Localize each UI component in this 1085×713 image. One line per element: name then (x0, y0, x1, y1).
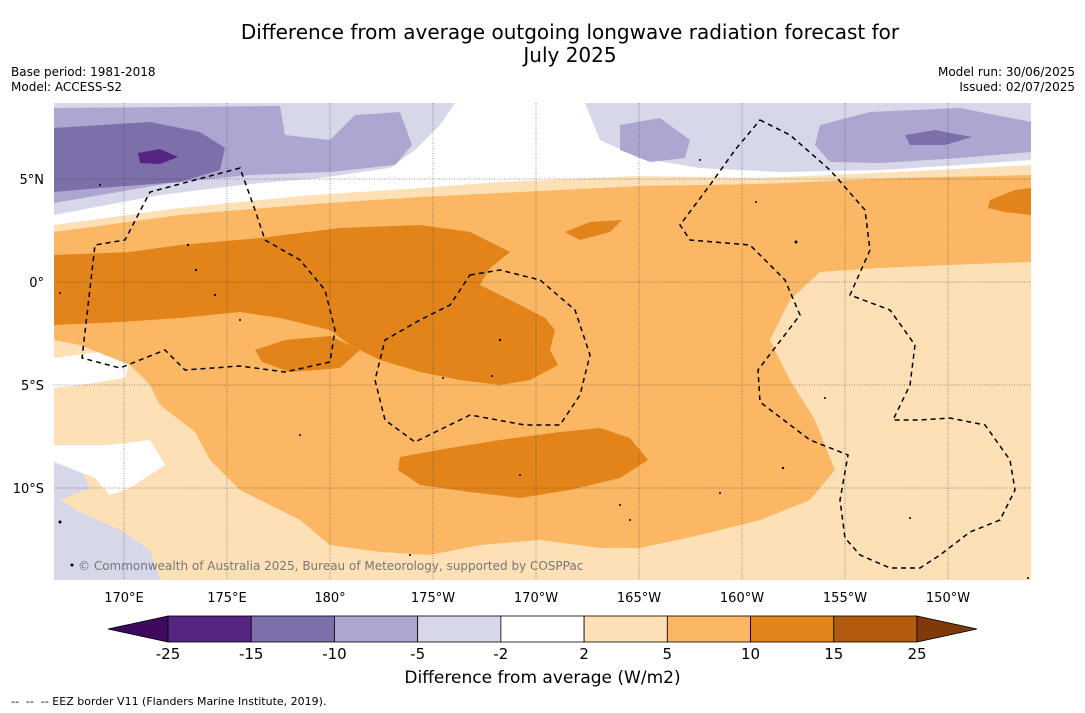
contour-sw-purple (54, 460, 160, 580)
contour-10-15-south (398, 428, 648, 498)
eez-legend-note: -- -- -- EEZ border V11 (Flanders Marine… (11, 695, 327, 708)
colorbar-tick-label: -25 (156, 645, 181, 663)
copyright-text: © Commonwealth of Australia 2025, Bureau… (78, 559, 583, 573)
colorbar-segment (583, 615, 668, 643)
contour-neutral-sw (54, 440, 165, 495)
lon-label: 155°W (823, 591, 867, 606)
base-period: Base period: 1981-2018 (11, 65, 156, 79)
colorbar: -25 -15 -10 -5 -2 2 5 10 15 25 (107, 615, 978, 663)
contour-10-15-blob (255, 336, 360, 372)
contour-10-15-north (565, 220, 622, 240)
lon-label: 170°W (514, 591, 558, 606)
colorbar-segment (334, 615, 419, 643)
colorbar-segment (666, 615, 751, 643)
colorbar-tick-label: 2 (579, 645, 589, 663)
colorbar-segment (167, 615, 252, 643)
colorbar-tick-label: -5 (410, 645, 425, 663)
meta-left: Base period: 1981-2018 Model: ACCESS-S2 (11, 65, 156, 95)
colorbar-tick-label: 15 (824, 645, 843, 663)
lat-labels: 5°N 0° 5°S 10°S (13, 173, 44, 497)
lon-label: 150°W (926, 591, 970, 606)
lon-label: 175°W (411, 591, 455, 606)
colorbar-tick-label: -2 (493, 645, 508, 663)
lon-label: 165°W (617, 591, 661, 606)
map-plot-area: © Commonwealth of Australia 2025, Bureau… (54, 103, 1031, 580)
colorbar-label: Difference from average (W/m2) (404, 668, 681, 688)
lat-label: 5°S (21, 379, 44, 394)
lon-label: 180° (314, 591, 345, 606)
eez-borders (81, 119, 1016, 569)
contour-neg15-neg25 (138, 149, 178, 164)
map-title: Difference from average outgoing longwav… (190, 21, 950, 67)
colorbar-extend-high (916, 615, 978, 643)
model-run: Model run: 30/06/2025 (937, 65, 1075, 79)
issued-date: Issued: 02/07/2025 (959, 80, 1075, 94)
colorbar-tick-label: -10 (322, 645, 347, 663)
colorbar-segment (833, 615, 918, 643)
colorbar-tick-label: 10 (741, 645, 760, 663)
lon-labels: 170°E 175°E 180° 175°W 170°W 165°W 160°W… (104, 591, 970, 606)
model-name: Model: ACCESS-S2 (11, 80, 123, 94)
colorbar-segment (250, 615, 335, 643)
colorbar-segment (417, 615, 502, 643)
contour-2-5-east (770, 262, 1031, 565)
contour-neg10-neg15-east (905, 130, 972, 145)
islands (58, 159, 1029, 579)
colorbar-segment (750, 615, 835, 643)
colorbar-extend-low (107, 615, 169, 643)
colorbar-tick-label: -15 (239, 645, 264, 663)
lat-label: 10°S (13, 482, 44, 497)
contour-neutral-west (54, 352, 130, 388)
title-line-2: July 2025 (523, 43, 617, 67)
contour-10-15-equator (54, 225, 558, 385)
lon-label: 160°W (720, 591, 764, 606)
colorbar-segment (500, 615, 585, 643)
lat-label: 0° (29, 276, 44, 291)
title-line-1: Difference from average outgoing longwav… (240, 20, 900, 44)
meta-right: Model run: 30/06/2025 Issued: 02/07/2025 (938, 65, 1075, 95)
lat-label: 5°N (20, 173, 45, 188)
contour-10-15-east (988, 188, 1031, 215)
colorbar-tick-label: 5 (663, 645, 673, 663)
contour-neg5-neg10-east-a (620, 118, 690, 162)
lon-label: 170°E (104, 591, 144, 606)
lon-label: 175°E (207, 591, 247, 606)
colorbar-tick-label: 25 (907, 645, 926, 663)
